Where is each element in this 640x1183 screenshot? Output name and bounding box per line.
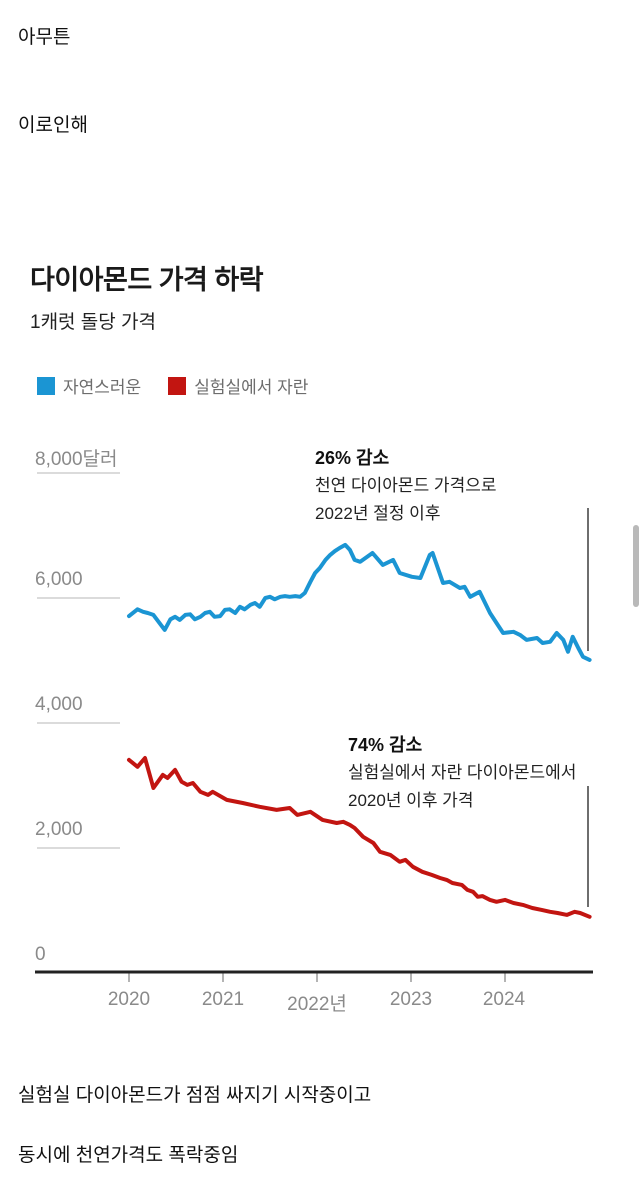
y-axis-label-4000: 4,000: [35, 694, 83, 715]
post-text-line-4: 동시에 천연가격도 폭락중임: [18, 1145, 239, 1166]
annotation-lab-grown-title: 74% 감소: [348, 735, 423, 755]
legend-swatch-natural-icon: [37, 376, 55, 395]
y-axis-label-0: 0: [35, 944, 46, 965]
annotation-natural: 26% 감소 천연 다이아몬드 가격으로 2022년 절정 이후: [315, 444, 497, 528]
legend-item-natural: 자연스러운: [37, 373, 141, 398]
annotation-natural-title: 26% 감소: [315, 448, 390, 468]
annotation-natural-line-1: 천연 다이아몬드 가격으로: [315, 476, 497, 495]
annotation-natural-line-2: 2022년 절정 이후: [315, 504, 441, 523]
annotation-lab-grown-line-1: 실험실에서 자란 다이아몬드에서: [348, 763, 577, 782]
chart-legend: 자연스러운 실험실에서 자란: [37, 373, 335, 398]
x-axis-ticks: [128, 973, 506, 982]
legend-label-natural: 자연스러운: [63, 378, 142, 397]
y-gridline-stubs: [37, 472, 120, 849]
legend-item-lab-grown: 실험실에서 자란: [168, 373, 308, 398]
post-text-line-1: 아무튼: [18, 27, 71, 48]
y-axis-label-6000: 6,000: [35, 569, 83, 590]
legend-label-lab-grown: 실험실에서 자란: [194, 378, 309, 397]
x-axis-label-2020: 2020: [107, 989, 151, 1010]
x-axis-label-2022: 2022년: [287, 994, 347, 1015]
y-axis-label-8000: 8,000달러: [35, 449, 118, 470]
post-text-line-2: 이로인해: [18, 115, 88, 136]
x-axis-label-2023: 2023: [389, 989, 433, 1010]
y-axis-label-2000: 2,000: [35, 819, 83, 840]
x-axis-label-2021: 2021: [201, 989, 245, 1010]
chart-subtitle: 1캐럿 돌당 가격: [30, 312, 157, 333]
post-text-line-3: 실험실 다이아몬드가 점점 싸지기 시작중이고: [18, 1085, 372, 1106]
annotation-lab-grown: 74% 감소 실험실에서 자란 다이아몬드에서 2020년 이후 가격: [348, 731, 576, 815]
scrollbar-thumb[interactable]: [633, 525, 639, 607]
annotation-lab-grown-line-2: 2020년 이후 가격: [348, 791, 474, 810]
chart-title: 다이아몬드 가격 하락: [30, 265, 264, 295]
legend-swatch-lab-grown-icon: [168, 376, 187, 395]
x-axis-label-2024: 2024: [482, 989, 526, 1010]
line-자연스러운: [127, 542, 592, 662]
